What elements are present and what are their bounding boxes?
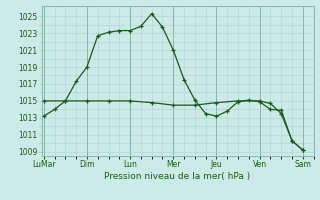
X-axis label: Pression niveau de la mer( hPa ): Pression niveau de la mer( hPa ) bbox=[104, 172, 251, 181]
